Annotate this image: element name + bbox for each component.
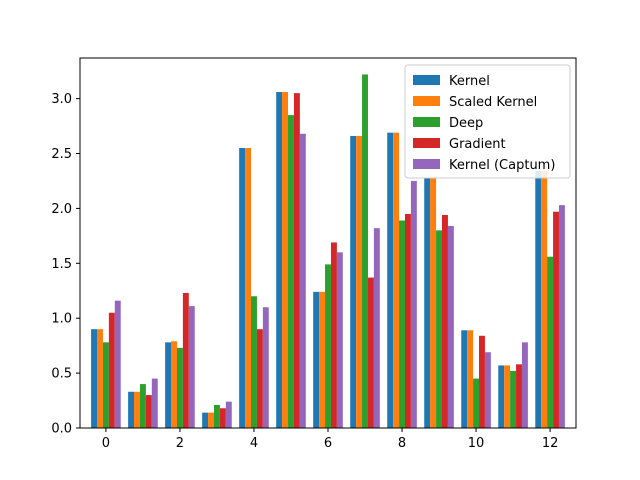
bar-deep-5 bbox=[288, 115, 294, 428]
bar-deep-12 bbox=[547, 256, 554, 428]
bar-deep-6 bbox=[325, 264, 331, 428]
bar-kernel-captum-9 bbox=[447, 225, 454, 428]
bar-gradient-11 bbox=[516, 364, 522, 428]
bar-kernel-2 bbox=[165, 342, 172, 428]
bar-gradient-1 bbox=[145, 395, 152, 428]
y-tick-label: 2.0 bbox=[51, 202, 72, 217]
bar-gradient-12 bbox=[553, 211, 559, 428]
legend-label: Kernel bbox=[449, 74, 490, 89]
x-tick-label: 10 bbox=[468, 436, 485, 451]
bar-scaled-kernel-8 bbox=[393, 132, 400, 428]
y-tick-label: 0.5 bbox=[51, 367, 72, 382]
legend-label: Kernel (Captum) bbox=[449, 158, 555, 173]
x-tick-label: 2 bbox=[176, 436, 184, 451]
bar-kernel-captum-4 bbox=[262, 307, 269, 428]
legend-label: Scaled Kernel bbox=[449, 95, 537, 110]
bar-scaled-kernel-9 bbox=[430, 177, 437, 428]
x-tick-label: 6 bbox=[324, 436, 332, 451]
y-tick-label: 0.0 bbox=[51, 422, 72, 437]
bar-scaled-kernel-3 bbox=[208, 412, 214, 428]
bar-kernel-10 bbox=[461, 330, 468, 428]
bar-kernel-9 bbox=[424, 177, 431, 428]
bar-scaled-kernel-5 bbox=[282, 92, 289, 428]
bar-gradient-2 bbox=[182, 292, 189, 428]
bar-kernel-1 bbox=[128, 391, 135, 428]
bar-deep-10 bbox=[473, 378, 480, 428]
bar-kernel-captum-3 bbox=[225, 401, 232, 428]
bar-deep-11 bbox=[510, 370, 517, 428]
bar-gradient-3 bbox=[219, 408, 226, 428]
bar-gradient-8 bbox=[404, 213, 411, 428]
bar-deep-3 bbox=[213, 404, 220, 428]
bar-deep-0 bbox=[102, 342, 109, 428]
bar-scaled-kernel-7 bbox=[356, 135, 363, 428]
bar-gradient-0 bbox=[108, 312, 115, 428]
bar-kernel-captum-6 bbox=[336, 252, 343, 428]
bar-gradient-4 bbox=[256, 329, 263, 428]
bar-kernel-0 bbox=[91, 329, 98, 428]
bar-kernel-6 bbox=[313, 291, 320, 428]
legend-swatch bbox=[413, 117, 440, 127]
bar-kernel-11 bbox=[498, 365, 505, 428]
x-tick-label: 0 bbox=[102, 436, 110, 451]
bar-deep-8 bbox=[399, 220, 405, 428]
bar-scaled-kernel-0 bbox=[97, 329, 103, 428]
bar-gradient-9 bbox=[442, 215, 448, 428]
y-tick-label: 3.0 bbox=[51, 92, 72, 107]
bar-kernel-captum-7 bbox=[373, 228, 380, 428]
bar-kernel-captum-12 bbox=[558, 205, 565, 428]
bar-scaled-kernel-10 bbox=[467, 330, 474, 428]
bar-gradient-5 bbox=[293, 93, 300, 428]
legend-swatch bbox=[413, 159, 440, 169]
bar-kernel-captum-1 bbox=[151, 378, 158, 428]
bar-scaled-kernel-1 bbox=[134, 391, 140, 428]
legend-swatch bbox=[413, 138, 440, 148]
legend-label: Gradient bbox=[449, 137, 506, 152]
bar-scaled-kernel-12 bbox=[541, 171, 548, 428]
bars-layer bbox=[91, 74, 565, 428]
bar-gradient-6 bbox=[330, 242, 337, 428]
bar-scaled-kernel-4 bbox=[245, 148, 252, 428]
bar-deep-1 bbox=[139, 384, 146, 428]
bar-deep-4 bbox=[251, 296, 257, 428]
bar-kernel-12 bbox=[535, 171, 542, 428]
bar-deep-9 bbox=[436, 230, 442, 428]
bar-kernel-captum-8 bbox=[410, 180, 417, 428]
bar-kernel-4 bbox=[239, 148, 246, 428]
bar-kernel-8 bbox=[387, 132, 394, 428]
legend-label: Deep bbox=[449, 116, 483, 131]
bar-gradient-7 bbox=[367, 277, 374, 428]
bar-kernel-captum-0 bbox=[114, 300, 121, 428]
legend-swatch bbox=[413, 75, 440, 85]
bar-scaled-kernel-6 bbox=[319, 291, 326, 428]
legend-swatch bbox=[413, 96, 440, 106]
y-tick-label: 1.5 bbox=[51, 257, 72, 272]
y-axis: 0.0 0.5 1.0 1.5 2.0 2.5 3.0 bbox=[51, 92, 80, 437]
bar-kernel-captum-11 bbox=[521, 342, 528, 428]
bar-kernel-3 bbox=[202, 412, 209, 428]
legend-box bbox=[404, 64, 571, 179]
y-tick-label: 2.5 bbox=[51, 147, 72, 162]
bar-kernel-captum-2 bbox=[188, 306, 195, 428]
bar-gradient-10 bbox=[479, 335, 485, 428]
x-tick-label: 4 bbox=[250, 436, 258, 451]
bar-kernel-7 bbox=[350, 135, 357, 428]
bar-deep-2 bbox=[176, 347, 183, 428]
bar-deep-7 bbox=[362, 74, 368, 428]
legend: Kernel Scaled Kernel Deep Gradient Kernel (C… bbox=[404, 64, 571, 179]
bar-scaled-kernel-2 bbox=[171, 341, 177, 428]
bar-kernel-5 bbox=[276, 92, 283, 428]
y-tick-label: 1.0 bbox=[51, 312, 72, 327]
x-axis: 0 2 4 6 8 10 12 bbox=[102, 428, 559, 451]
bar-kernel-captum-5 bbox=[299, 133, 306, 428]
bar-scaled-kernel-11 bbox=[504, 365, 511, 428]
bar-kernel-captum-10 bbox=[484, 352, 491, 428]
x-tick-label: 8 bbox=[398, 436, 406, 451]
x-tick-label: 12 bbox=[542, 436, 559, 451]
